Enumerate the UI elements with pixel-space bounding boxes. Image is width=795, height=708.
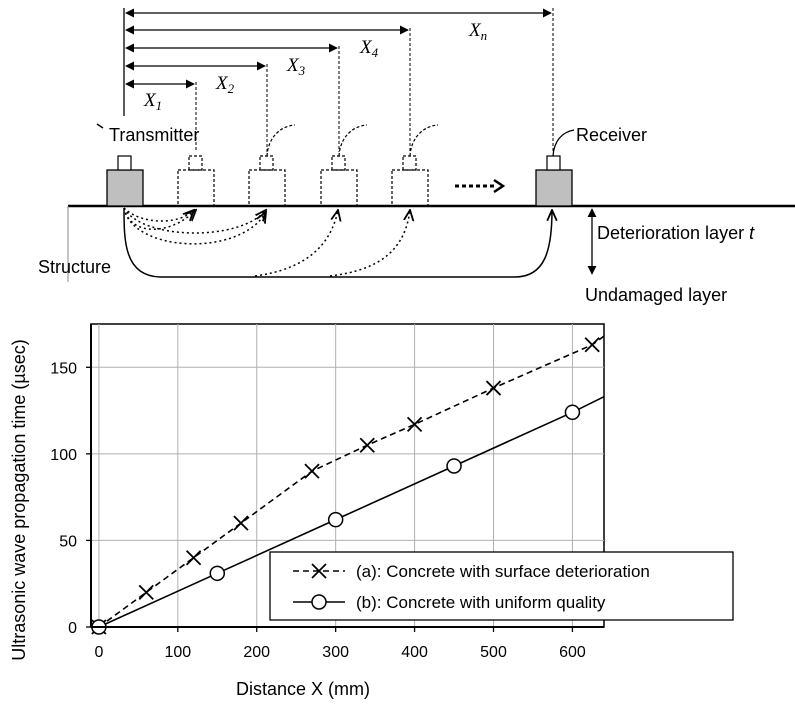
data-point-a xyxy=(584,337,600,353)
y-tick-label: 0 xyxy=(68,620,77,637)
legend-box xyxy=(269,551,734,621)
series-layer xyxy=(91,335,605,635)
wave-path-4 xyxy=(329,210,410,277)
y-tick-label: 50 xyxy=(59,533,77,550)
data-point-b xyxy=(327,511,344,528)
wave-path-n xyxy=(123,207,552,278)
y-tick-label: 100 xyxy=(50,447,77,464)
data-point-b xyxy=(446,458,462,474)
x-tick-label: 400 xyxy=(401,644,428,661)
receiver-probe xyxy=(535,129,575,207)
transmitter-cable-mark xyxy=(96,123,104,129)
legend-label-a: (a): Concrete with surface deterioration xyxy=(356,562,650,581)
y-tick-label: 150 xyxy=(50,360,77,377)
data-point-a xyxy=(304,463,320,479)
label-x4: X4 xyxy=(359,37,379,60)
data-point-a xyxy=(138,584,154,601)
probe-position-2 xyxy=(248,124,296,207)
data-point-b xyxy=(564,404,581,421)
movement-arrow-head xyxy=(493,178,506,194)
legend-items: (a): Concrete with surface deterioration… xyxy=(293,562,650,612)
y-ticks: 0 50 100 150 xyxy=(50,360,91,637)
wave-path-2b xyxy=(123,207,266,245)
deterioration-layer-label: Deterioration layer t xyxy=(597,223,755,243)
undamaged-layer-label: Undamaged layer xyxy=(585,285,727,305)
x-tick-label: 600 xyxy=(559,644,586,661)
legend: (a): Concrete with surface deterioration… xyxy=(269,551,734,621)
label-x3: X3 xyxy=(286,55,306,78)
data-point-a xyxy=(185,550,202,566)
x-tick-label: 200 xyxy=(243,644,270,661)
label-xn: Xn xyxy=(468,20,487,43)
distance-dimensions xyxy=(123,8,554,152)
data-point-b xyxy=(209,565,226,582)
legend-swatch-marker xyxy=(311,563,327,579)
transmitter-probe xyxy=(106,155,144,207)
x-tick-label: 300 xyxy=(322,644,349,661)
x-axis-title: Distance X (mm) xyxy=(236,679,370,699)
legend-swatch-marker xyxy=(311,594,327,610)
wave-path-1b xyxy=(123,207,196,230)
probe-position-3 xyxy=(320,124,368,207)
data-point-a xyxy=(485,380,502,396)
y-axis-title: Ultrasonic wave propagation time (µsec) xyxy=(9,339,29,661)
transmitter-label: Transmitter xyxy=(109,125,199,145)
data-point-a xyxy=(406,416,423,433)
wave-path-3 xyxy=(254,210,338,277)
label-x2: X2 xyxy=(215,73,235,96)
data-point-a xyxy=(233,515,249,531)
probe-position-1 xyxy=(177,155,215,207)
legend-label-b: (b): Concrete with uniform quality xyxy=(356,593,606,612)
x-tick-label: 100 xyxy=(164,644,191,661)
structure-label: Structure xyxy=(38,257,111,277)
series-line-a xyxy=(98,335,605,628)
x-ticks: 0 100 200 300 400 500 600 xyxy=(94,627,586,661)
setup-diagram: X1 X2 X3 X4 Xn Structure Deterioration l… xyxy=(38,8,795,305)
x-tick-label: 0 xyxy=(94,644,103,661)
data-point-a xyxy=(359,437,375,453)
label-x1: X1 xyxy=(143,90,162,113)
wave-paths xyxy=(123,207,552,278)
probe-position-4 xyxy=(391,124,439,207)
receiver-label: Receiver xyxy=(576,125,647,145)
propagation-time-chart: 0 50 100 150 0 100 200 300 400 500 600 Distance X… xyxy=(9,323,734,699)
x-tick-label: 500 xyxy=(480,644,507,661)
wave-path-2 xyxy=(123,207,266,234)
